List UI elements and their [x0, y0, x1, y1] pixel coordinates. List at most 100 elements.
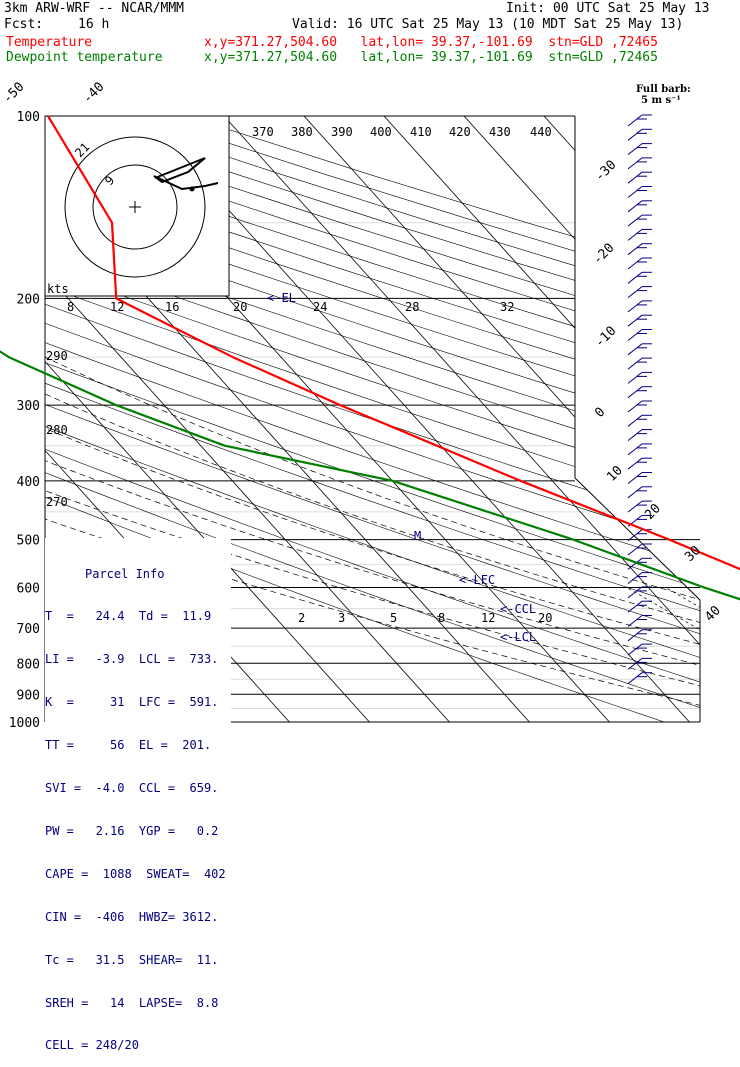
- wind-barb: [627, 657, 652, 670]
- ccl-marker: <-CCL: [500, 602, 536, 616]
- dry-adiabat: [45, 116, 700, 722]
- dry-adiabat-label: 290: [46, 349, 68, 363]
- wind-barb: [627, 600, 652, 613]
- dry-adiabat-label: 270: [46, 495, 68, 509]
- dry-adiabat: [45, 116, 700, 722]
- wind-barb: [627, 486, 652, 499]
- dry-adiabat: [45, 116, 700, 722]
- forecast-hour: 16 h: [78, 17, 110, 32]
- wind-barb: [627, 171, 652, 184]
- wind-barb: [627, 271, 652, 284]
- parcel-row: PW = 2.16 YGP = 0.2: [45, 823, 219, 838]
- pressure-label: 500: [17, 534, 40, 549]
- mixing-ratio-label: 20: [538, 611, 552, 625]
- mixing-ratio-label: 2: [298, 611, 305, 625]
- wind-barb: [627, 243, 652, 256]
- wind-barb: [627, 200, 652, 213]
- dry-adiabat: [45, 116, 700, 722]
- isotherm-label: -50: [0, 80, 27, 107]
- mixing-ratio-label: 3: [338, 611, 345, 625]
- parcel-info-panel: Parcel Info T = 24.4 Td = 11.9 LI = -3.9…: [45, 538, 231, 1067]
- isotherm-line: [223, 116, 700, 722]
- parcel-row: Tc = 31.5 SHEAR= 11.: [45, 952, 219, 967]
- pressure-label: 700: [17, 622, 40, 637]
- valid-time: Valid: 16 UTC Sat 25 May 13 (10 MDT Sat …: [292, 17, 684, 32]
- parcel-row: CIN = -406 HWBZ= 3612.: [45, 909, 219, 924]
- hodograph: 219: [44, 115, 230, 297]
- wind-barb: [627, 329, 652, 341]
- dewpoint-line: [0, 350, 740, 601]
- dry-adiabat: [45, 116, 700, 722]
- dry-adiabat: [45, 116, 700, 722]
- frame-diagonal: [574, 477, 701, 601]
- pressure-label: 100: [17, 110, 40, 125]
- pressure-label: 900: [17, 688, 40, 703]
- parcel-row: SREH = 14 LAPSE= 8.8: [45, 995, 219, 1010]
- sounding-series: [0, 115, 740, 601]
- pressure-label: 300: [17, 399, 40, 414]
- dry-adiabat: [45, 116, 700, 722]
- wind-barb: [627, 286, 652, 298]
- theta-label: 410: [410, 125, 432, 139]
- wind-barb: [627, 114, 652, 127]
- hodograph-ring-label: 32: [500, 300, 514, 314]
- dry-adiabat: [186, 116, 700, 722]
- wind-barb: [627, 643, 652, 656]
- theta-label: 380: [291, 125, 313, 139]
- dry-adiabat: [45, 116, 700, 722]
- parcel-row: LI = -3.9 LCL = 733.: [45, 652, 219, 667]
- mixing-ratio-label: 5: [390, 611, 397, 625]
- dewpoint-location: x,y=371.27,504.60 lat,lon= 39.37,-101.69…: [204, 50, 658, 65]
- dry-adiabat: [45, 116, 700, 722]
- wind-barb: [627, 386, 652, 399]
- temperature-line: [47, 115, 740, 571]
- theta-label: 430: [489, 125, 511, 139]
- hodograph-frame: [44, 115, 230, 297]
- wind-barb: [627, 314, 652, 327]
- parcel-row: CAPE = 1088 SWEAT= 402: [45, 866, 226, 881]
- parcel-row: K = 31 LFC = 591.: [45, 695, 219, 710]
- dry-adiabat: [45, 116, 700, 722]
- theta-label: 420: [449, 125, 471, 139]
- isotherm-label: 40: [702, 603, 724, 625]
- isotherm-label: -40: [80, 80, 107, 107]
- isotherm-label: -20: [590, 241, 617, 268]
- hodograph-trace: [153, 157, 219, 191]
- dry-adiabat: [45, 116, 700, 722]
- isotherm-line: [704, 116, 740, 722]
- theta-label: 390: [331, 125, 353, 139]
- wind-barb: [627, 257, 652, 270]
- isotherm-line: [463, 116, 700, 722]
- isotherm-label: -10: [592, 324, 619, 351]
- pressure-label: 600: [17, 582, 40, 597]
- forecast-label: Fcst:: [4, 17, 44, 32]
- dry-adiabat: [45, 116, 700, 722]
- wind-barb: [627, 228, 652, 241]
- wind-barb: [627, 214, 652, 227]
- isotherm-line: [383, 116, 700, 722]
- dry-adiabat: [45, 116, 700, 722]
- dry-adiabat: [45, 116, 700, 722]
- wind-barb: [627, 457, 652, 470]
- full-barb-units: 5 m s⁻¹: [641, 95, 681, 106]
- theta-label: 400: [370, 125, 392, 139]
- parcel-row: CELL = 248/20: [45, 1038, 139, 1053]
- mixing-ratio-label: 8: [438, 611, 445, 625]
- parcel-row: TT = 56 EL = 201.: [45, 738, 212, 753]
- wind-barb: [627, 629, 652, 642]
- wind-barb: [627, 429, 652, 441]
- parcel-row: SVI = -4.0 CCL = 659.: [45, 781, 219, 796]
- wind-barb: [627, 543, 652, 556]
- wind-barb: [627, 343, 652, 356]
- wind-barb: [627, 472, 652, 484]
- pressure-label: 200: [17, 292, 40, 307]
- wind-barb: [627, 414, 652, 427]
- hodograph-ring-label: 12: [110, 300, 124, 314]
- hodograph-ring-label: 24: [313, 300, 327, 314]
- hodograph-ring-label: 28: [405, 300, 419, 314]
- theta-label: 440: [530, 125, 552, 139]
- wind-barb: [627, 443, 652, 456]
- wind-barb: [627, 157, 652, 170]
- hodograph-kts-label: kts: [47, 282, 69, 296]
- wind-barb: [627, 500, 652, 513]
